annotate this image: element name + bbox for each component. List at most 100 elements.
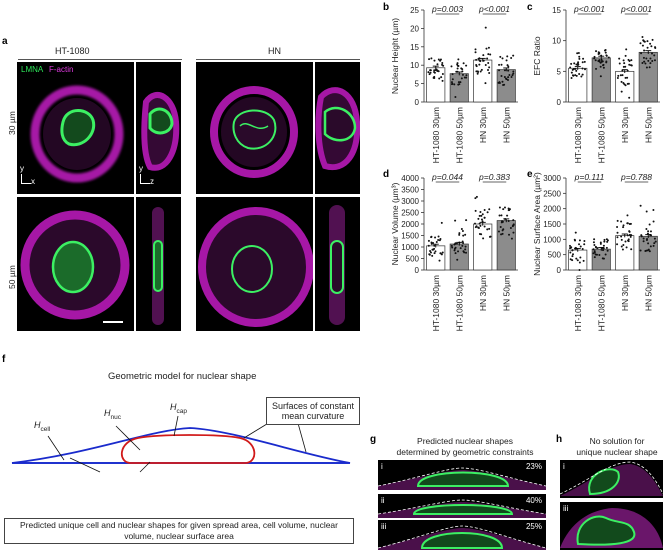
data-point	[483, 208, 486, 211]
data-point	[629, 222, 632, 225]
p-value-label: p=0.383	[478, 172, 510, 182]
data-point	[581, 248, 584, 251]
data-point	[503, 206, 506, 209]
roman-ii: ii	[381, 496, 385, 505]
data-point	[620, 90, 623, 93]
data-point	[645, 228, 648, 231]
y-tick-label: 0	[415, 266, 420, 275]
data-point	[430, 57, 433, 60]
micrograph-ht1080-50um-xy	[17, 197, 134, 331]
data-point	[593, 238, 596, 241]
data-point	[569, 258, 572, 261]
data-point	[630, 248, 633, 251]
data-point	[458, 232, 461, 235]
data-point	[437, 238, 440, 241]
data-point	[646, 232, 649, 235]
data-point	[573, 238, 576, 241]
data-point	[431, 254, 434, 257]
y-tick-label: 3500	[401, 186, 419, 195]
data-point	[579, 256, 582, 259]
data-point	[481, 213, 484, 216]
data-point	[621, 74, 624, 77]
data-point	[501, 232, 504, 235]
data-point	[649, 230, 652, 233]
chart-b: 0 5 10 15 20 25 Nuclear Height (µm) HT-1080 30µ…	[390, 4, 518, 163]
data-point	[621, 248, 624, 251]
y-tick-label: 15	[552, 6, 561, 15]
bar-3	[615, 235, 635, 271]
y-axis-label: Nuclear Volume (µm³)	[390, 182, 400, 265]
axis-z-label: z	[150, 177, 154, 186]
data-point	[484, 26, 487, 29]
p-value-label: p=0.003	[431, 4, 463, 14]
data-point	[646, 40, 649, 43]
data-point	[639, 204, 642, 207]
data-point	[604, 253, 607, 256]
y-tick-label: 0	[557, 266, 562, 275]
data-point	[500, 74, 503, 77]
data-point	[450, 83, 453, 86]
micrograph-hn-30um-yz	[315, 62, 360, 194]
data-point	[456, 258, 459, 261]
data-point	[575, 74, 578, 77]
micrograph-ht1080-30um-yz: y z	[136, 62, 181, 194]
data-point	[599, 241, 602, 244]
data-point	[577, 51, 580, 54]
data-point	[506, 78, 509, 81]
data-point	[624, 84, 627, 87]
data-point	[432, 241, 435, 244]
data-point	[649, 245, 652, 248]
nucleus-curve	[121, 434, 256, 464]
bar-1	[426, 245, 446, 271]
y-tick-label: 1500	[401, 232, 419, 241]
data-point	[475, 58, 478, 61]
data-point	[461, 73, 464, 76]
data-point	[438, 77, 441, 80]
bar-4	[496, 220, 516, 271]
data-point	[621, 69, 624, 72]
category-label: HN 50µm	[643, 275, 653, 311]
data-point	[486, 228, 489, 231]
data-point	[431, 248, 434, 251]
data-point	[489, 235, 492, 238]
data-point	[640, 235, 643, 238]
data-point	[649, 62, 652, 65]
data-point	[500, 233, 503, 236]
data-point	[477, 226, 480, 229]
data-point	[437, 58, 440, 61]
data-point	[480, 214, 483, 217]
data-point	[640, 52, 643, 55]
data-point	[644, 62, 647, 65]
data-point	[451, 73, 454, 76]
roman-i: i	[381, 462, 383, 471]
data-point	[442, 64, 445, 67]
data-point	[460, 227, 463, 230]
category-label: HT-1080 30µm	[431, 275, 441, 331]
y-tick-label: 3000	[543, 174, 561, 183]
data-point	[576, 259, 579, 262]
data-point	[652, 220, 655, 223]
data-point	[602, 63, 605, 66]
roman-iii: iii	[381, 522, 387, 531]
axis-y-label: y	[20, 164, 24, 173]
data-point	[482, 54, 485, 57]
data-point	[478, 232, 481, 235]
data-point	[501, 220, 504, 223]
data-point	[437, 235, 440, 238]
axis-xy-indicator	[21, 174, 31, 184]
data-point	[616, 243, 619, 246]
data-point	[639, 42, 642, 45]
data-point	[645, 57, 648, 60]
data-point	[460, 67, 463, 70]
data-point	[578, 243, 581, 246]
data-point	[630, 59, 633, 62]
data-point	[477, 71, 480, 74]
data-point	[455, 242, 458, 245]
data-point	[578, 72, 581, 75]
data-point	[438, 259, 441, 262]
data-point	[459, 81, 462, 84]
data-point	[653, 242, 656, 245]
y-tick-label: 1000	[401, 243, 419, 252]
y-tick-label: 5	[415, 80, 420, 89]
panel-g-label: g	[370, 434, 377, 445]
